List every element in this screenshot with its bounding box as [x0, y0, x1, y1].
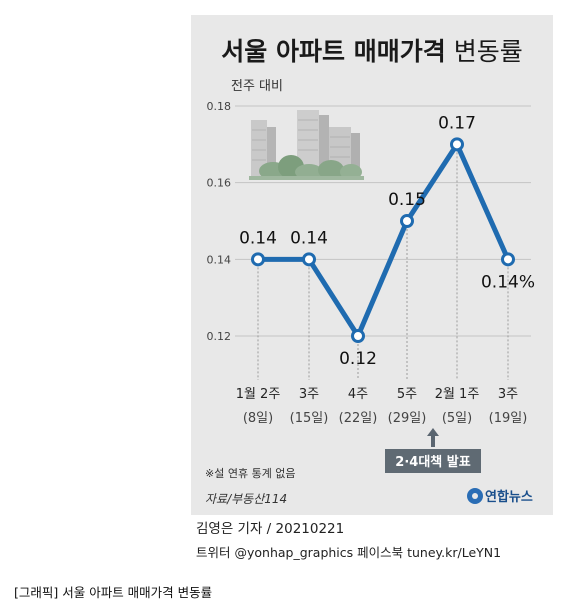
reporter-credit: 김영은 기자 / 20210221 [196, 521, 345, 537]
chart-card: 서울 아파트 매매가격 변동률 전주 대비 0.18 0.16 0.14 0.12 [191, 15, 553, 515]
series-line [255, 141, 511, 339]
y-tick-label: 0.14 [207, 253, 232, 266]
data-label: 0.15 [388, 190, 426, 210]
graphic-caption: [그래픽] 서울 아파트 매매가격 변동률 [14, 585, 213, 600]
chart-subtitle: 전주 대비 [231, 79, 283, 94]
chart-svg: 서울 아파트 매매가격 변동률 전주 대비 0.18 0.16 0.14 0.12 [205, 37, 535, 506]
up-arrow-icon [427, 428, 439, 447]
data-point [351, 329, 365, 343]
data-labels: 0.14 0.14 0.12 0.15 0.17 0.14% [239, 113, 535, 369]
data-points [251, 137, 515, 343]
data-label: 0.14 [239, 228, 277, 248]
social-credit: 트위터 @yonhap_graphics 페이스북 tuney.kr/LeYN1 [196, 545, 502, 560]
x-tick-label: 1월 2주 [236, 387, 281, 402]
data-label: 0.14% [481, 272, 535, 292]
data-label: 0.12 [339, 349, 377, 369]
x-tick-sublabel: (15일) [290, 411, 329, 426]
y-tick-label: 0.18 [207, 100, 232, 113]
y-tick-label: 0.16 [207, 177, 232, 190]
x-tick-label: 3주 [498, 387, 518, 402]
footnote: ※설 연휴 통계 없음 [205, 467, 296, 480]
data-label: 0.17 [438, 113, 476, 133]
annotation-text: 2·4대책 발표 [395, 454, 470, 470]
data-point [450, 137, 464, 152]
x-tick-labels: 1월 2주 (8일) 3주 (15일) 4주 (22일) 5주 (29일) 2월 1주 (5일) 3… [236, 387, 528, 426]
x-tick-sublabel: (5일) [442, 411, 472, 426]
data-point [400, 214, 414, 228]
data-label: 0.14 [290, 228, 328, 248]
drop-lines [257, 144, 509, 380]
policy-annotation: 2·4대책 발표 [385, 428, 481, 473]
y-tick-label: 0.12 [207, 330, 232, 343]
data-point [501, 252, 515, 267]
x-tick-label: 4주 [348, 387, 368, 402]
data-point [302, 252, 316, 267]
x-tick-sublabel: (19일) [489, 411, 528, 426]
x-tick-label: 2월 1주 [435, 387, 480, 402]
annotation-box [385, 449, 481, 473]
x-tick-sublabel: (8일) [243, 411, 273, 426]
yonhap-logo: 연합뉴스 [467, 488, 533, 505]
apartment-illustration [249, 110, 364, 180]
logo-text: 연합뉴스 [485, 489, 533, 505]
x-tick-sublabel: (29일) [388, 411, 427, 426]
chart-title: 서울 아파트 매매가격 변동률 [221, 37, 522, 66]
x-tick-label: 5주 [397, 387, 417, 402]
source: 자료/부동산114 [205, 492, 287, 506]
x-tick-sublabel: (22일) [339, 411, 378, 426]
data-point [251, 252, 265, 267]
x-tick-label: 3주 [299, 387, 319, 402]
